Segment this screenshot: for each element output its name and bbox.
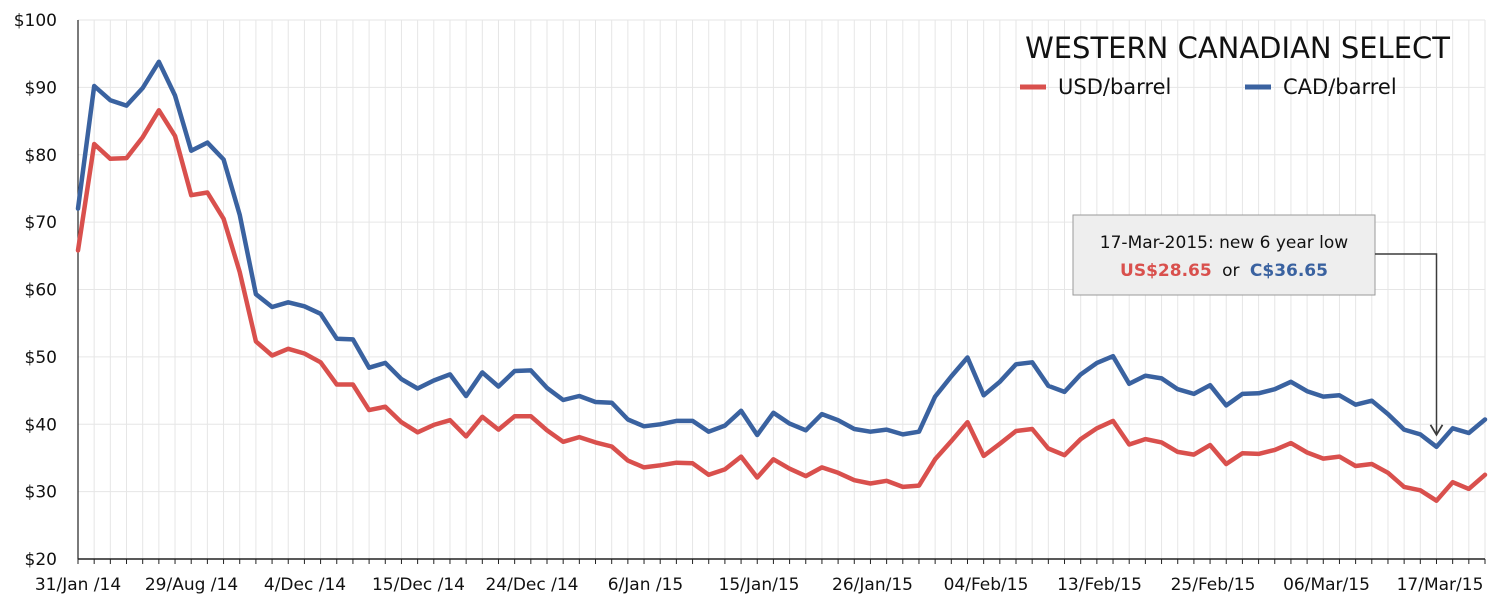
legend: USD/barrel CAD/barrel [1020, 75, 1397, 99]
low-annotation: 17-Mar-2015: new 6 year low US$28.65 or … [1072, 214, 1444, 437]
x-tick-label: 13/Feb/15 [1057, 575, 1142, 595]
annotation-box [1072, 214, 1376, 296]
legend-label-usd: USD/barrel [1058, 75, 1171, 99]
y-tick-label: $80 [25, 146, 57, 166]
x-tick-label: 17/Mar/15 [1397, 575, 1484, 595]
x-tick-labels: 31/Jan /14 29/Aug /14 4/Dec /14 15/Dec /14 2… [35, 575, 1484, 595]
axes [77, 20, 1486, 564]
series-line-usd [75, 108, 1488, 503]
chart-title: WESTERN CANADIAN SELECT [1025, 31, 1450, 65]
x-tick-label: 04/Feb/15 [944, 575, 1029, 595]
x-tick-label: 6/Jan /15 [608, 575, 684, 595]
x-tick-label: 25/Feb/15 [1171, 575, 1256, 595]
x-tick-label: 06/Mar/15 [1283, 575, 1370, 595]
series-line-cad [75, 59, 1488, 450]
x-tick-label: 24/Dec /14 [485, 575, 578, 595]
y-tick-label: $50 [25, 348, 57, 368]
x-tick-label: 26/Jan/15 [832, 575, 913, 595]
x-tick-label: 31/Jan /14 [35, 575, 121, 595]
y-tick-labels: $20 $30 $40 $50 $60 $70 $80 $90 $100 [14, 11, 57, 570]
annotation-arrowhead [1429, 424, 1444, 437]
annotation-joiner: or [1222, 261, 1239, 281]
y-tick-label: $100 [14, 11, 57, 31]
annotation-line2: US$28.65 or C$36.65 [1120, 261, 1328, 281]
y-tick-label: $70 [25, 213, 57, 233]
y-tick-label: $60 [25, 281, 57, 301]
x-tick-label: 29/Aug /14 [145, 575, 238, 595]
y-tick-label: $40 [25, 415, 57, 435]
annotation-line1: 17-Mar-2015: new 6 year low [1100, 233, 1348, 253]
annotation-usd-value: US$28.65 [1120, 261, 1212, 281]
series-lines [75, 59, 1488, 503]
x-tick-label: 15/Jan/15 [719, 575, 800, 595]
x-tick-label: 4/Dec /14 [264, 575, 346, 595]
y-tick-label: $30 [25, 483, 57, 503]
x-tick-label: 15/Dec /14 [372, 575, 465, 595]
annotation-leader-line [1375, 253, 1438, 435]
y-tick-label: $90 [25, 78, 57, 98]
legend-label-cad: CAD/barrel [1283, 75, 1397, 99]
y-tick-label: $20 [25, 550, 57, 570]
annotation-cad-value: C$36.65 [1250, 261, 1328, 281]
